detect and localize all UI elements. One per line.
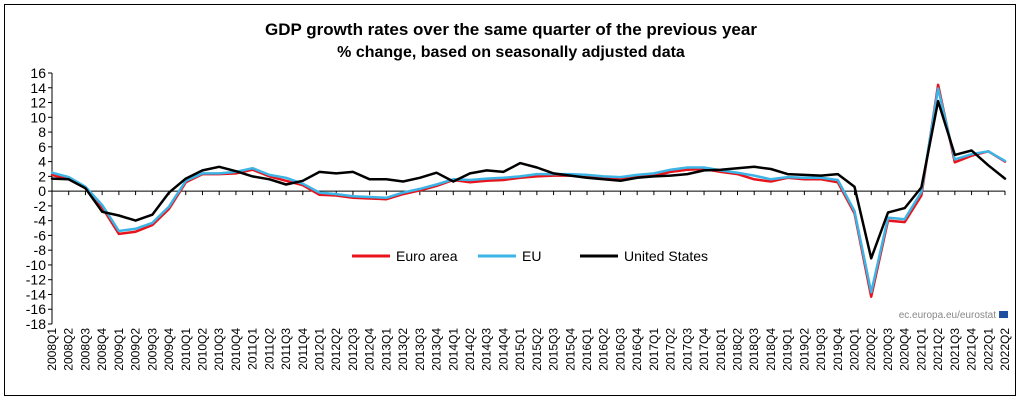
x-tick-label: 2019Q1 [781, 328, 795, 371]
x-tick-label: 2015Q3 [547, 328, 561, 371]
series-lines [50, 83, 1007, 298]
x-tick-label: 2019Q4 [831, 328, 845, 371]
eu-flag-icon [999, 311, 1008, 318]
y-tick-label: 0 [38, 183, 46, 199]
x-tick-label: 2021Q1 [914, 328, 928, 371]
y-tick-label: -16 [26, 301, 46, 317]
y-tick-label: -2 [34, 198, 47, 214]
x-tick-label: 2018Q4 [764, 328, 778, 371]
x-tick-label: 2021Q4 [965, 328, 979, 371]
x-tick-label: 2011Q2 [262, 328, 276, 370]
legend-label-eu: EU [522, 248, 541, 264]
x-tick-label: 2020Q1 [848, 328, 862, 371]
x-axis-ticks: 2008Q1 2008Q2 2008Q3 2008Q4 2009Q1 2009Q2 2009… [45, 191, 1012, 371]
x-tick-label: 2016Q2 [597, 328, 611, 371]
x-tick-label: 2019Q3 [814, 328, 828, 371]
y-tick-label: 4 [38, 154, 46, 170]
series-line-eu [50, 87, 1007, 294]
x-tick-label: 2013Q3 [413, 328, 427, 371]
x-tick-label: 2009Q1 [112, 328, 126, 371]
x-tick-label: 2012Q4 [363, 328, 377, 371]
x-tick-label: 2013Q4 [430, 328, 444, 371]
x-tick-label: 2018Q1 [714, 328, 728, 371]
series-line-united-states [50, 99, 1007, 260]
x-tick-label: 2011Q3 [279, 328, 293, 370]
x-tick-label: 2015Q1 [513, 328, 527, 371]
y-tick-label: 6 [38, 139, 46, 155]
x-tick-label: 2012Q2 [329, 328, 343, 371]
y-tick-label: 2 [38, 168, 46, 184]
x-tick-label: 2011Q4 [296, 328, 310, 370]
x-tick-label: 2022Q2 [998, 328, 1012, 371]
x-tick-label: 2014Q2 [463, 328, 477, 371]
source-credit: ec.europa.eu/eurostat [899, 310, 1008, 321]
chart-title: GDP growth rates over the same quarter o… [265, 20, 757, 39]
y-tick-label: 12 [30, 95, 46, 111]
x-tick-label: 2008Q1 [45, 328, 59, 371]
x-tick-label: 2020Q3 [881, 328, 895, 371]
x-tick-label: 2013Q2 [396, 328, 410, 371]
x-tick-label: 2009Q4 [162, 328, 176, 371]
y-tick-label: -10 [26, 257, 46, 273]
x-tick-label: 2014Q1 [446, 328, 460, 371]
x-tick-label: 2017Q2 [664, 328, 678, 371]
y-tick-label: 8 [38, 124, 46, 140]
y-tick-label: 10 [30, 109, 46, 125]
axes [51, 73, 1005, 324]
x-tick-label: 2012Q3 [346, 328, 360, 371]
x-tick-label: 2012Q1 [313, 328, 327, 371]
x-tick-label: 2010Q4 [229, 328, 243, 371]
x-tick-label: 2010Q2 [195, 328, 209, 371]
x-tick-label: 2009Q3 [145, 328, 159, 371]
source-text: ec.europa.eu/eurostat [899, 310, 997, 321]
x-tick-label: 2016Q3 [613, 328, 627, 371]
x-tick-label: 2008Q4 [95, 328, 109, 371]
chart-subtitle: % change, based on seasonally adjusted d… [337, 44, 685, 61]
x-tick-label: 2015Q4 [563, 328, 577, 371]
x-tick-label: 2020Q2 [864, 328, 878, 371]
x-tick-label: 2021Q2 [931, 328, 945, 371]
y-tick-label: -6 [34, 227, 47, 243]
y-tick-label: -14 [26, 286, 46, 302]
x-tick-label: 2008Q3 [78, 328, 92, 371]
x-tick-label: 2009Q2 [129, 328, 143, 371]
chart-frame [4, 4, 1016, 396]
x-tick-label: 2018Q3 [747, 328, 761, 371]
x-tick-label: 2014Q4 [496, 328, 510, 371]
x-tick-label: 2017Q1 [647, 328, 661, 371]
y-tick-label: -8 [34, 242, 47, 258]
x-tick-label: 2022Q1 [981, 328, 995, 371]
y-tick-label: -18 [26, 316, 46, 332]
x-tick-label: 2010Q1 [179, 328, 193, 371]
x-tick-label: 2019Q2 [797, 328, 811, 371]
x-tick-label: 2016Q1 [580, 328, 594, 371]
x-tick-label: 2011Q1 [246, 328, 260, 370]
y-tick-label: -4 [34, 213, 47, 229]
x-tick-label: 2021Q3 [948, 328, 962, 371]
legend-label-united-states: United States [624, 248, 708, 264]
x-tick-label: 2015Q2 [530, 328, 544, 371]
x-tick-label: 2014Q3 [480, 328, 494, 371]
x-tick-label: 2016Q4 [630, 328, 644, 371]
y-tick-label: 16 [30, 65, 46, 81]
x-tick-label: 2008Q2 [62, 328, 76, 371]
x-tick-label: 2018Q2 [730, 328, 744, 371]
x-tick-label: 2013Q1 [379, 328, 393, 371]
legend-label-euro-area: Euro area [396, 248, 458, 264]
x-tick-label: 2020Q4 [898, 328, 912, 371]
x-tick-label: 2017Q4 [697, 328, 711, 371]
x-tick-label: 2017Q3 [680, 328, 694, 371]
x-tick-label: 2010Q3 [212, 328, 226, 371]
y-tick-label: 14 [30, 80, 46, 96]
legend: Euro area EU United States [352, 248, 708, 264]
y-tick-label: -12 [26, 272, 46, 288]
